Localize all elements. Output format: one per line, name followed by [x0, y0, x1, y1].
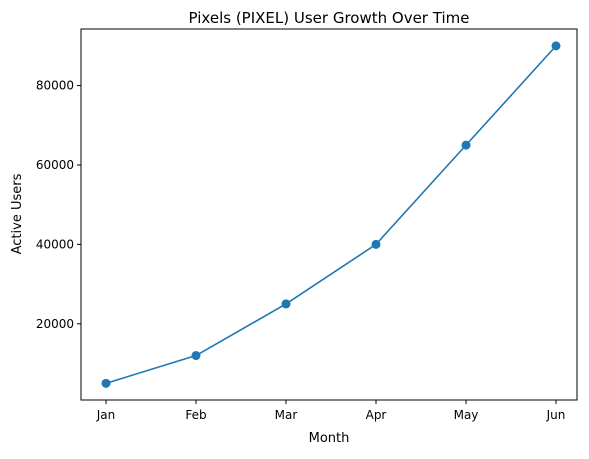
data-point-may: [461, 140, 471, 150]
x-axis: Jan Feb Mar Apr May Jun: [96, 400, 566, 422]
y-tick-label: 80000: [36, 79, 74, 93]
series-line: [105, 45, 557, 385]
x-tick-label: Jun: [546, 408, 566, 422]
x-tick-label: Apr: [366, 408, 387, 422]
y-axis: 20000 40000 60000 80000: [36, 79, 81, 331]
y-tick-label: 20000: [36, 317, 74, 331]
x-axis-label: Month: [309, 431, 350, 446]
plot-area: [80, 28, 578, 401]
y-tick-label: 60000: [36, 158, 74, 172]
chart-title: Pixels (PIXEL) User Growth Over Time: [189, 9, 470, 27]
data-point-mar: [281, 299, 291, 309]
series-layer: [101, 41, 561, 388]
data-point-feb: [191, 351, 201, 361]
data-point-jan: [101, 378, 111, 388]
x-tick-label: Feb: [185, 408, 206, 422]
y-tick-label: 40000: [36, 237, 74, 251]
y-axis-label: Active Users: [10, 173, 25, 254]
x-tick-label: Mar: [275, 408, 298, 422]
x-tick-label: Jan: [96, 408, 116, 422]
data-point-jun: [551, 41, 561, 51]
x-tick-label: May: [454, 408, 479, 422]
data-point-apr: [371, 239, 381, 249]
